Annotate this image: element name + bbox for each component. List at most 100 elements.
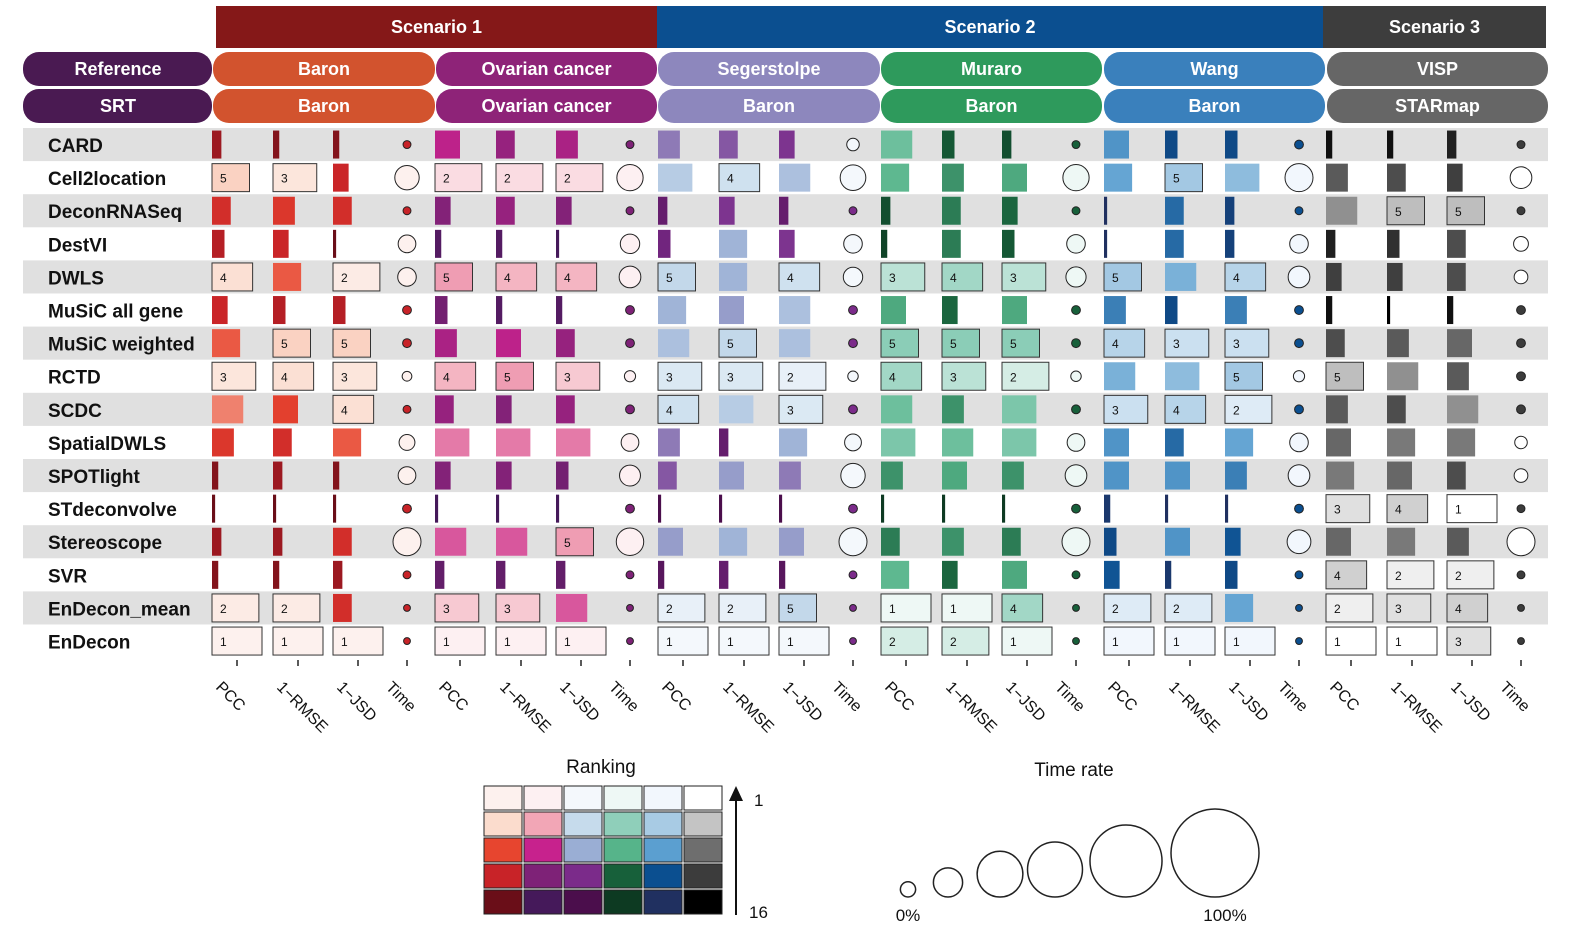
time-legend-title: Time rate: [1034, 760, 1114, 781]
rank-label: 4: [504, 271, 511, 285]
time-circle: [1516, 371, 1526, 382]
time-circle: [1071, 503, 1081, 514]
time-circle: [615, 527, 645, 556]
rank-cell: [778, 394, 824, 424]
rank-cell: [1447, 395, 1479, 424]
dataset-label: Segerstolpe: [717, 59, 820, 79]
rank-cell: [718, 626, 770, 656]
time-circle: [618, 265, 642, 289]
rank-label: 5: [443, 271, 450, 285]
rank-label: 2: [1455, 569, 1462, 583]
rank-cell: [1165, 560, 1172, 589]
rank-label: 1: [281, 635, 288, 649]
rank-cell: [556, 395, 575, 424]
time-circle: [1516, 570, 1526, 580]
rank-label: 5: [1112, 271, 1119, 285]
ranking-swatch: [643, 785, 683, 811]
row-header-label: Reference: [74, 59, 161, 79]
rank-cell: [1446, 494, 1498, 524]
rank-cell: [1386, 626, 1438, 656]
rank-cell: [658, 130, 680, 159]
rank-cell: [942, 428, 974, 457]
rank-cell: [658, 229, 671, 258]
method-label: Stereoscope: [48, 533, 162, 554]
method-label: EnDecon_mean: [48, 599, 191, 620]
method-label: SCDC: [48, 401, 102, 422]
rank-cell: [778, 262, 821, 292]
rank-label: 2: [281, 602, 288, 616]
ranking-swatch: [603, 785, 643, 811]
rank-cell: [1326, 527, 1351, 556]
rank-cell: [1104, 362, 1136, 391]
rank-cell: [1002, 494, 1006, 523]
rank-cell: [435, 130, 460, 159]
rank-cell: [333, 163, 349, 192]
rank-label: 1: [504, 635, 511, 649]
rank-cell: [1164, 163, 1203, 193]
rank-label: 2: [443, 172, 450, 186]
metric-tick-label: 1−JSD: [556, 679, 602, 725]
time-circle: [626, 604, 634, 612]
time-legend-circle: [899, 881, 917, 898]
rank-cell: [555, 527, 594, 557]
rank-label: 2: [666, 602, 673, 616]
method-label: MuSiC weighted: [48, 335, 195, 356]
rank-cell: [719, 560, 729, 589]
rank-cell: [1326, 229, 1336, 258]
rank-label: 2: [1112, 602, 1119, 616]
rank-label: 4: [443, 370, 450, 384]
time-circle: [401, 370, 413, 382]
time-circle: [625, 206, 635, 216]
rank-cell: [778, 361, 827, 391]
rank-label: 3: [889, 271, 896, 285]
rank-label: 5: [1334, 370, 1341, 384]
rank-cell: [1165, 262, 1197, 291]
rank-cell: [435, 329, 457, 358]
dataset-label: STARmap: [1395, 96, 1480, 116]
time-circle: [1517, 637, 1525, 645]
rank-cell: [1447, 296, 1454, 325]
rank-cell: [1387, 461, 1412, 490]
rank-cell: [942, 461, 967, 490]
rank-cell: [719, 461, 744, 490]
rank-cell: [1447, 262, 1466, 291]
rank-cell: [212, 428, 234, 457]
rank-cell: [779, 560, 786, 589]
metric-tick-label: PCC: [212, 679, 248, 715]
rank-label: 5: [1233, 370, 1240, 384]
rank-cell: [1447, 329, 1472, 358]
rank-cell: [1165, 229, 1184, 258]
dataset-pill: [658, 89, 880, 123]
rank-cell: [1104, 527, 1117, 556]
time-circle: [1071, 404, 1081, 415]
rank-label: 3: [1455, 635, 1462, 649]
rank-cell: [1165, 362, 1200, 391]
rank-label: 1: [341, 635, 348, 649]
rank-cell: [941, 361, 987, 391]
dataset-label: VISP: [1417, 59, 1458, 79]
rank-cell: [1387, 395, 1406, 424]
rank-cell: [719, 130, 738, 159]
ranking-swatch: [563, 837, 603, 863]
metric-tick-label: Time: [605, 679, 642, 716]
rank-cell: [1225, 527, 1241, 556]
rank-cell: [1386, 196, 1425, 226]
rank-cell: [881, 560, 910, 589]
time-circle: [1062, 164, 1090, 192]
rank-cell: [718, 361, 764, 391]
rank-cell: [1387, 428, 1416, 457]
rank-cell: [1326, 262, 1342, 291]
ranking-swatch: [483, 837, 523, 863]
ranking-swatch: [563, 863, 603, 889]
rank-label: 3: [341, 370, 348, 384]
rank-cell: [273, 130, 280, 159]
time-circle: [402, 140, 412, 150]
rank-cell: [1325, 361, 1364, 391]
rank-cell: [779, 494, 783, 523]
time-circle: [847, 370, 859, 382]
rank-label: 2: [889, 635, 896, 649]
time-circle: [392, 527, 422, 557]
rank-cell: [1446, 593, 1489, 623]
time-circle: [1294, 503, 1304, 514]
rank-cell: [1447, 229, 1466, 258]
